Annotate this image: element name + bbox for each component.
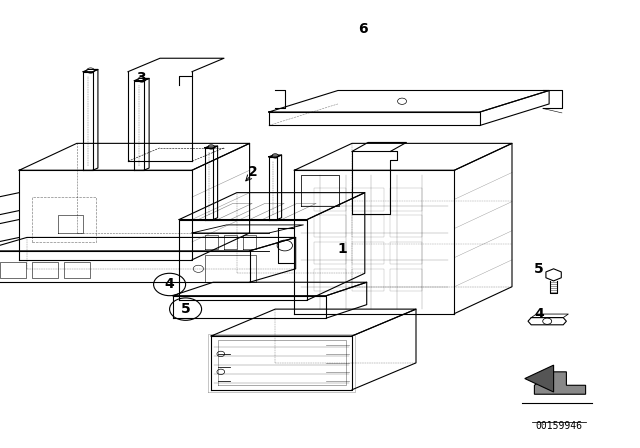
Text: 00159946: 00159946 [535, 422, 582, 431]
Polygon shape [534, 372, 586, 394]
Text: 3: 3 [136, 71, 146, 86]
Text: 5: 5 [180, 302, 191, 316]
Text: 6: 6 [358, 22, 368, 36]
Circle shape [154, 273, 186, 296]
Text: 4: 4 [534, 306, 544, 321]
Text: 5: 5 [534, 262, 544, 276]
Text: 1: 1 [337, 241, 348, 256]
Text: 2: 2 [248, 165, 258, 180]
Circle shape [170, 298, 202, 320]
Text: 4: 4 [164, 277, 175, 292]
Polygon shape [525, 365, 554, 392]
